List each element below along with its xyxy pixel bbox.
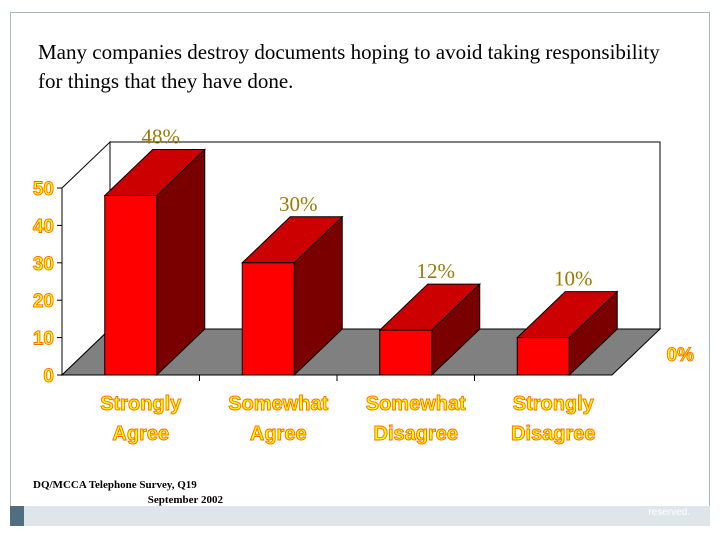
category-label: Disagree	[374, 423, 459, 445]
data-label: 48%	[142, 124, 181, 148]
footer-strip	[10, 506, 710, 526]
y-tick-label: 10	[33, 329, 54, 350]
bar	[241, 262, 295, 376]
copyright-notice: ©2003 DQ/MCCA LLC. All rights reserved.	[546, 496, 690, 518]
y-tick-label: 30	[33, 254, 54, 275]
right-axis-label: 0%	[667, 345, 695, 366]
category-label: Strongly	[100, 393, 182, 415]
bar	[104, 194, 158, 376]
y-tick-label: 20	[33, 291, 54, 312]
data-label: 12%	[417, 259, 456, 283]
data-label: 30%	[279, 192, 318, 216]
category-label: Disagree	[511, 423, 596, 445]
footer-accent	[10, 506, 24, 526]
bar	[379, 329, 433, 376]
category-label: Agree	[112, 423, 169, 445]
data-label: 10%	[554, 267, 593, 291]
y-tick-label: 40	[33, 216, 54, 237]
bar	[516, 337, 570, 376]
category-label: Strongly	[513, 393, 595, 415]
source-line-2: September 2002	[147, 494, 223, 506]
category-label: Somewhat	[228, 393, 328, 415]
category-label: Agree	[250, 423, 307, 445]
y-tick-label: 50	[33, 179, 54, 200]
y-tick-label: 0	[43, 366, 54, 387]
source-note: DQ/MCCA Telephone Survey, Q19 September …	[33, 478, 223, 508]
source-line-1: DQ/MCCA Telephone Survey, Q19	[33, 479, 197, 491]
category-label: Somewhat	[366, 393, 466, 415]
slide-title: Many companies destroy documents hoping …	[38, 40, 660, 93]
